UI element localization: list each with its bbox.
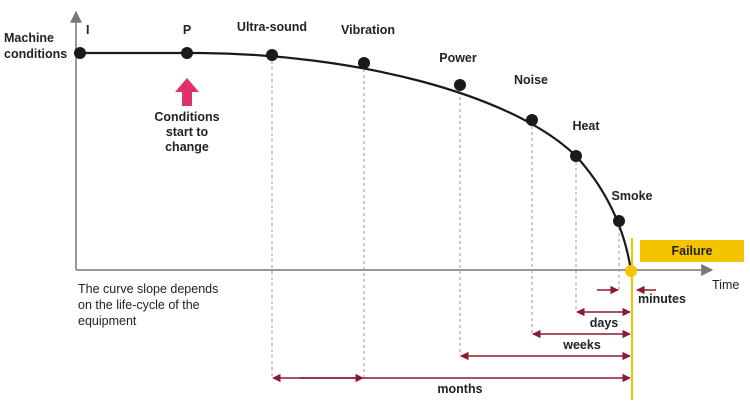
interval-label: days — [590, 316, 619, 330]
interval-arrows — [272, 285, 656, 383]
point-label: Ultra-sound — [237, 20, 307, 34]
point-label: Power — [439, 51, 477, 65]
p-arrow — [175, 78, 199, 106]
interval-label: minutes — [638, 292, 686, 306]
failure-point — [625, 265, 637, 277]
point-label: I — [86, 23, 89, 37]
pf-curve — [80, 51, 633, 272]
point-label: Smoke — [612, 189, 653, 203]
interval-label: weeks — [562, 338, 601, 352]
point-label: Noise — [514, 73, 548, 87]
drop-lines — [271, 55, 620, 378]
p-note: change — [165, 140, 209, 154]
slope-note: equipment — [78, 314, 137, 328]
point-label: Vibration — [341, 23, 395, 37]
failure-box — [640, 240, 744, 262]
slope-note: The curve slope depends — [78, 282, 218, 296]
p-note: start to — [166, 125, 209, 139]
p-note: Conditions — [154, 110, 219, 124]
points — [74, 47, 625, 227]
interval-label: months — [437, 382, 482, 396]
y-axis-label: conditions — [4, 47, 67, 61]
point-label: Heat — [572, 119, 600, 133]
failure-label: Failure — [672, 244, 713, 258]
x-axis-label: Time — [712, 278, 739, 292]
point-label: P — [183, 23, 191, 37]
y-axis-label: Machine — [4, 31, 54, 45]
slope-note: on the life-cycle of the — [78, 298, 200, 312]
